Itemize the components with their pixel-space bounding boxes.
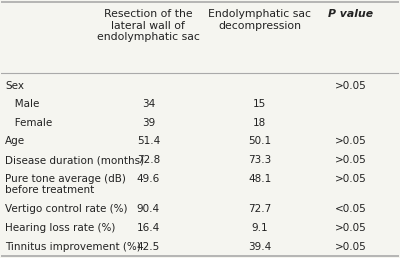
- Text: P value: P value: [328, 9, 374, 19]
- Text: >0.05: >0.05: [335, 155, 367, 165]
- Text: Endolymphatic sac
decompression: Endolymphatic sac decompression: [208, 9, 311, 31]
- Text: 72.7: 72.7: [248, 204, 271, 214]
- Text: >0.05: >0.05: [335, 241, 367, 252]
- Text: 39.4: 39.4: [248, 241, 271, 252]
- Text: 90.4: 90.4: [137, 204, 160, 214]
- Text: 39: 39: [142, 118, 155, 128]
- Text: 15: 15: [253, 99, 266, 109]
- Text: Disease duration (months): Disease duration (months): [5, 155, 144, 165]
- Text: 18: 18: [253, 118, 266, 128]
- Text: 50.1: 50.1: [248, 136, 271, 146]
- Text: >0.05: >0.05: [335, 80, 367, 91]
- Text: 49.6: 49.6: [137, 174, 160, 184]
- Text: 9.1: 9.1: [251, 223, 268, 233]
- Text: Sex: Sex: [5, 80, 24, 91]
- Text: 51.4: 51.4: [137, 136, 160, 146]
- Text: 42.5: 42.5: [137, 241, 160, 252]
- Text: Vertigo control rate (%): Vertigo control rate (%): [5, 204, 128, 214]
- Text: Tinnitus improvement (%): Tinnitus improvement (%): [5, 241, 141, 252]
- Text: Female: Female: [5, 118, 53, 128]
- Text: Age: Age: [5, 136, 26, 146]
- Text: >0.05: >0.05: [335, 223, 367, 233]
- Text: 16.4: 16.4: [137, 223, 160, 233]
- Text: <0.05: <0.05: [335, 204, 367, 214]
- Text: Male: Male: [5, 99, 40, 109]
- Text: 73.3: 73.3: [248, 155, 271, 165]
- Text: >0.05: >0.05: [335, 174, 367, 184]
- Text: Hearing loss rate (%): Hearing loss rate (%): [5, 223, 116, 233]
- Text: Pure tone average (dB)
before treatment: Pure tone average (dB) before treatment: [5, 174, 126, 195]
- Text: 72.8: 72.8: [137, 155, 160, 165]
- Text: 48.1: 48.1: [248, 174, 271, 184]
- Text: 34: 34: [142, 99, 155, 109]
- Text: Resection of the
lateral wall of
endolymphatic sac: Resection of the lateral wall of endolym…: [97, 9, 200, 42]
- Text: >0.05: >0.05: [335, 136, 367, 146]
